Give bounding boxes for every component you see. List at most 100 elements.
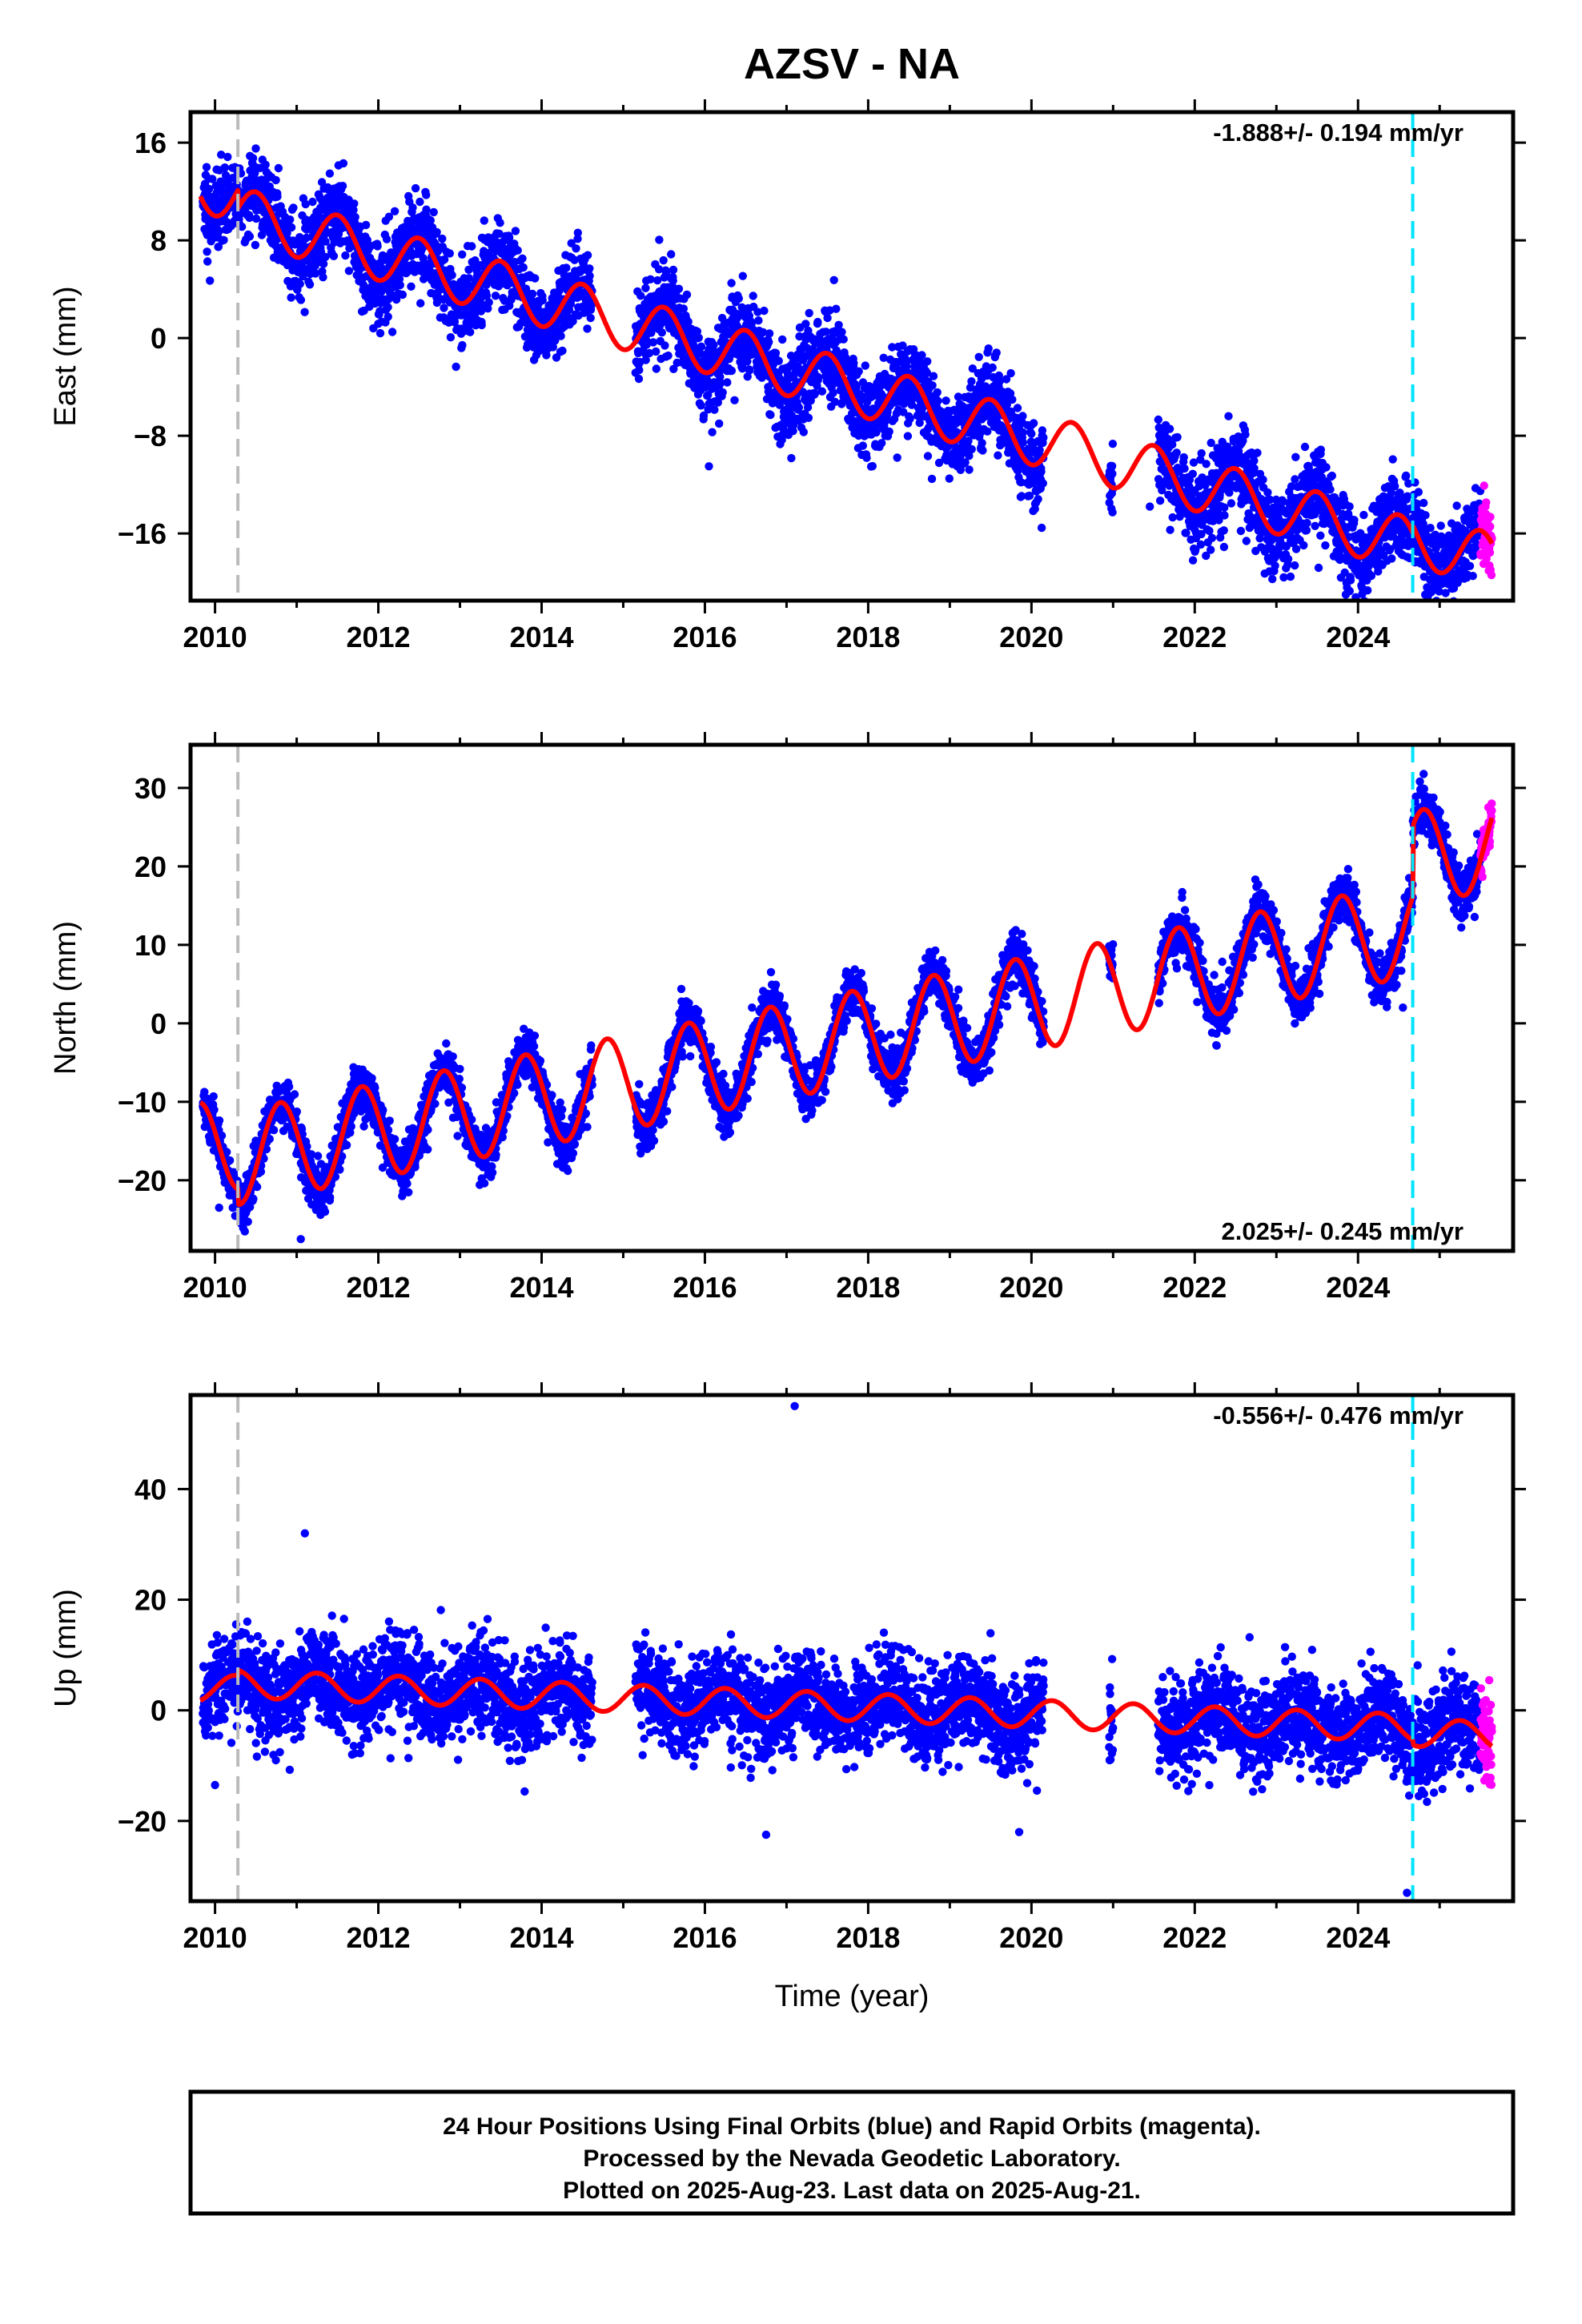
- east-final-point: [679, 304, 688, 313]
- east-final-point: [810, 388, 820, 398]
- east-final-point: [805, 308, 813, 318]
- east-final-point: [965, 465, 974, 474]
- east-final-point: [849, 359, 858, 368]
- east-final-point: [1268, 574, 1277, 584]
- east-final-point: [1421, 511, 1430, 520]
- north-final-point: [209, 1092, 218, 1101]
- east-final-point: [1419, 498, 1428, 508]
- east-final-orbit-points: [199, 144, 1485, 617]
- east-final-point: [383, 312, 392, 321]
- east-final-point: [862, 453, 871, 462]
- east-final-point: [585, 271, 594, 280]
- east-final-point: [325, 169, 335, 178]
- east-final-point: [661, 268, 671, 277]
- east-final-point: [1172, 448, 1181, 457]
- east-final-point: [296, 296, 306, 304]
- east-final-point: [535, 347, 544, 356]
- east-final-point: [1436, 607, 1444, 615]
- east-final-point: [422, 191, 431, 199]
- east-final-point: [319, 259, 328, 268]
- east-final-point: [713, 398, 722, 407]
- east-final-point: [338, 182, 347, 191]
- east-final-point: [1345, 502, 1354, 511]
- east-final-point: [1158, 486, 1166, 495]
- north-plot-area: [199, 770, 1496, 1244]
- east-final-point: [1219, 542, 1229, 552]
- east-final-point: [1359, 510, 1368, 520]
- east-final-point: [730, 396, 739, 404]
- east-final-point: [416, 299, 425, 308]
- east-final-point: [961, 458, 970, 467]
- east-final-point: [1227, 499, 1236, 508]
- east-final-point: [893, 453, 901, 462]
- east-final-point: [1436, 521, 1445, 530]
- east-final-point: [452, 362, 460, 372]
- east-final-point: [468, 242, 476, 251]
- east-x-tick-label: 2014: [509, 621, 573, 653]
- east-final-point: [273, 192, 282, 201]
- east-final-point: [321, 252, 330, 262]
- east-final-point: [933, 388, 942, 397]
- east-final-point: [942, 396, 950, 405]
- east-final-point: [837, 328, 846, 336]
- east-final-point: [787, 453, 796, 463]
- east-final-point: [765, 329, 774, 338]
- east-final-point: [339, 159, 348, 168]
- east-final-point: [1350, 516, 1359, 525]
- east-final-point: [804, 413, 813, 422]
- east-final-point: [217, 151, 226, 159]
- east-final-point: [407, 282, 416, 291]
- east-final-point: [480, 216, 488, 225]
- east-final-point: [214, 243, 223, 251]
- east-final-point: [813, 317, 822, 327]
- east-final-point: [531, 274, 540, 283]
- east-final-point: [411, 183, 420, 193]
- east-final-point: [1419, 519, 1427, 529]
- east-final-point: [992, 348, 1001, 357]
- east-final-point: [967, 444, 976, 454]
- east-final-point: [319, 273, 327, 282]
- east-final-point: [311, 269, 320, 278]
- east-final-point: [383, 303, 392, 312]
- east-final-point: [245, 232, 255, 241]
- east-final-point: [905, 414, 914, 423]
- east-final-point: [830, 397, 840, 406]
- east-final-point: [287, 223, 296, 232]
- east-final-point: [709, 340, 718, 349]
- east-final-point: [223, 152, 232, 162]
- east-final-point: [1426, 524, 1435, 533]
- east-final-point: [1214, 509, 1223, 517]
- east-final-point: [208, 175, 217, 183]
- east-final-point: [1291, 545, 1301, 553]
- east-final-point: [1219, 526, 1228, 535]
- east-final-point: [308, 197, 317, 207]
- east-final-point: [794, 403, 804, 412]
- east-final-point: [206, 276, 215, 285]
- east-final-point: [879, 353, 888, 362]
- east-final-point: [302, 233, 311, 243]
- east-rate-label: -1.888+/- 0.194 mm/yr: [1213, 119, 1464, 147]
- east-final-point: [1018, 438, 1028, 447]
- east-final-point: [1259, 475, 1267, 485]
- east-final-point: [907, 400, 917, 409]
- east-final-point: [1443, 609, 1451, 617]
- east-final-point: [1250, 456, 1259, 465]
- east-final-point: [861, 361, 870, 370]
- east-final-point: [1429, 608, 1437, 616]
- east-final-point: [395, 275, 404, 283]
- east-final-point: [667, 250, 676, 259]
- east-final-point: [984, 344, 993, 353]
- east-final-point: [915, 418, 924, 428]
- east-final-point: [834, 320, 843, 329]
- east-final-point: [697, 401, 705, 410]
- east-final-point: [1440, 603, 1448, 611]
- east-final-point: [1025, 491, 1034, 501]
- east-final-point: [1291, 452, 1300, 461]
- east-final-point: [1166, 525, 1174, 534]
- east-final-point: [413, 228, 423, 237]
- east-final-point: [1302, 526, 1311, 535]
- east-final-point: [636, 292, 645, 300]
- east-final-point: [1038, 426, 1047, 435]
- east-final-point: [1414, 488, 1423, 497]
- east-final-point: [1300, 442, 1310, 452]
